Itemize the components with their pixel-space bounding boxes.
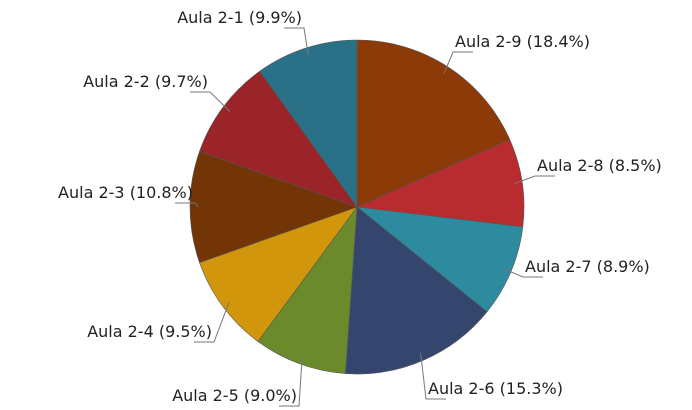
pie-slice bbox=[259, 39, 358, 208]
slice-label: Aula 2-7 (8.9%) bbox=[525, 257, 650, 276]
pie-slice bbox=[356, 39, 511, 208]
slice-value: (8.9%) bbox=[597, 257, 650, 276]
slice-name: Aula 2-8 bbox=[537, 156, 604, 175]
leader-line bbox=[503, 268, 543, 278]
slice-value: (9.9%) bbox=[249, 8, 302, 27]
slice-label: Aula 2-5 (9.0%) bbox=[172, 386, 297, 405]
leader-line bbox=[190, 91, 231, 112]
pie-slice bbox=[189, 151, 358, 263]
slice-label: Aula 2-1 (9.9%) bbox=[177, 8, 302, 27]
slice-value: (8.5%) bbox=[609, 156, 662, 175]
leader-line bbox=[284, 27, 309, 56]
slice-value: (9.0%) bbox=[244, 386, 297, 405]
leader-line bbox=[175, 202, 199, 208]
pie-slice bbox=[345, 206, 488, 375]
leader-line bbox=[420, 352, 446, 400]
slice-name: Aula 2-5 bbox=[172, 386, 239, 405]
slice-name: Aula 2-3 bbox=[58, 183, 125, 202]
slice-value: (18.4%) bbox=[527, 32, 590, 51]
pie-slice bbox=[199, 70, 358, 208]
slice-name: Aula 2-6 bbox=[428, 379, 495, 398]
slice-label: Aula 2-4 (9.5%) bbox=[87, 322, 212, 341]
slice-name: Aula 2-2 bbox=[83, 72, 150, 91]
slice-value: (9.5%) bbox=[159, 322, 212, 341]
slice-label: Aula 2-2 (9.7%) bbox=[83, 72, 208, 91]
slice-name: Aula 2-4 bbox=[87, 322, 154, 341]
slice-name: Aula 2-9 bbox=[455, 32, 522, 51]
leader-line bbox=[279, 356, 303, 407]
leader-line bbox=[194, 301, 230, 343]
slice-value: (10.8%) bbox=[130, 183, 193, 202]
slice-name: Aula 2-1 bbox=[177, 8, 244, 27]
slice-label: Aula 2-3 (10.8%) bbox=[58, 183, 193, 202]
slice-label: Aula 2-6 (15.3%) bbox=[428, 379, 563, 398]
slice-name: Aula 2-7 bbox=[525, 257, 592, 276]
slice-label: Aula 2-8 (8.5%) bbox=[537, 156, 662, 175]
pie-slice bbox=[355, 139, 525, 228]
slice-label: Aula 2-9 (18.4%) bbox=[455, 32, 590, 51]
slice-value: (15.3%) bbox=[500, 379, 563, 398]
pie-slice bbox=[257, 205, 358, 374]
slice-value: (9.7%) bbox=[155, 72, 208, 91]
pie-slice bbox=[199, 206, 358, 342]
leader-line bbox=[514, 175, 555, 185]
leader-line bbox=[443, 51, 473, 75]
